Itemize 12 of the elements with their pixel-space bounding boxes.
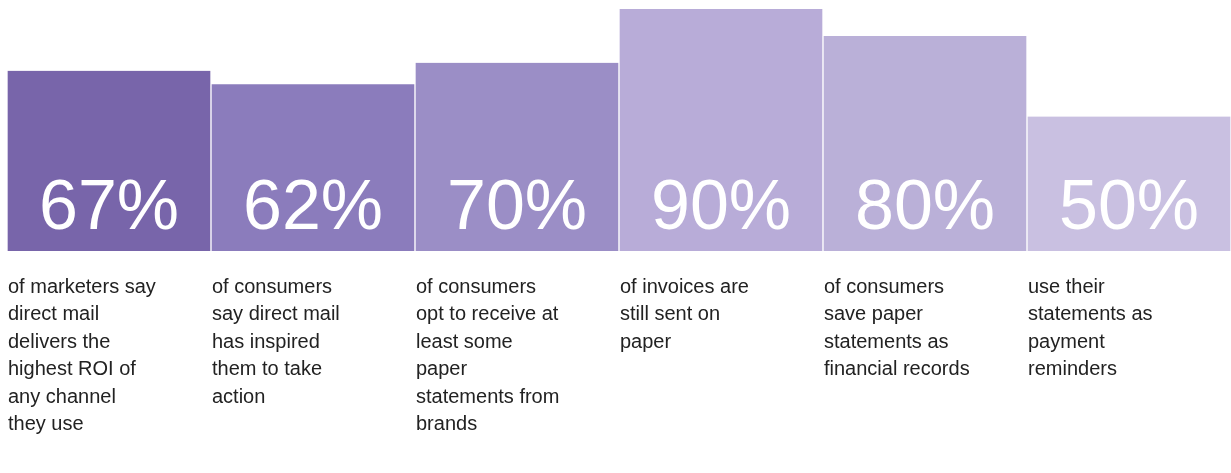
x-tick-label: of invoices are still sent on paper xyxy=(620,274,749,352)
x-tick-label: of consumers save paper statements as financial records xyxy=(824,274,970,380)
x-tick-label: of marketers say direct mail delivers the highest ROI of any channel they use xyxy=(8,274,156,435)
x-tick-label: of consumers opt to receive at least some paper statements from brands xyxy=(416,274,560,435)
data-label: 90% xyxy=(650,166,792,244)
x-tick-label: of consumers say direct mail has inspired them to take action xyxy=(212,274,340,407)
x-tick-label: use their statements as payment reminders xyxy=(1028,274,1153,380)
data-label: 62% xyxy=(242,166,384,244)
data-label: 80% xyxy=(854,166,996,244)
data-label: 67% xyxy=(38,166,180,244)
data-label: 50% xyxy=(1058,166,1200,244)
data-label: 70% xyxy=(446,166,588,244)
